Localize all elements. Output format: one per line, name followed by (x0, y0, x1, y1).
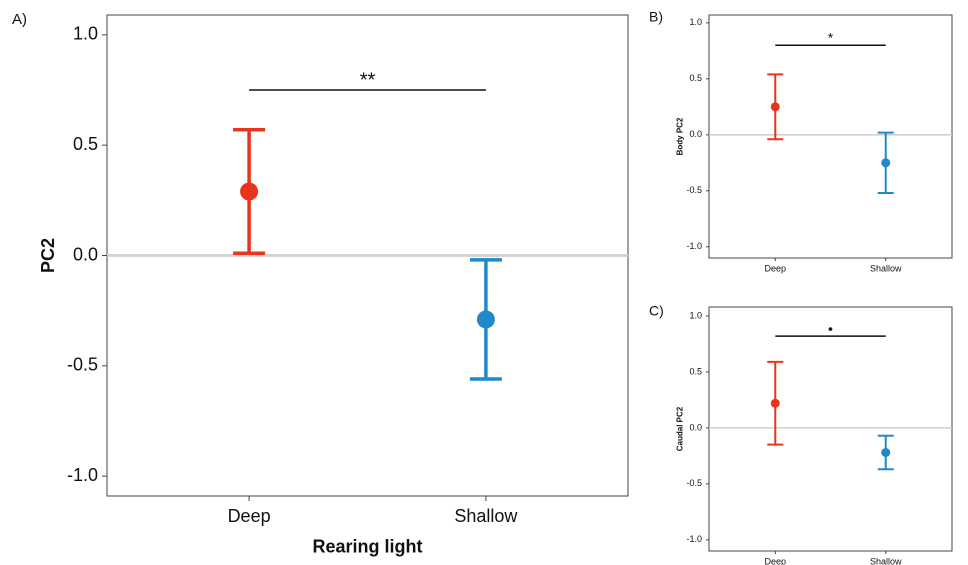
y-tick-label: -1.0 (67, 465, 98, 485)
panel-label: A) (12, 11, 27, 28)
y-tick-label: 0.5 (689, 73, 702, 83)
point (770, 102, 780, 112)
y-axis-title: PC2 (38, 238, 58, 273)
significance-label: ** (360, 69, 376, 91)
plot-frame (708, 14, 953, 259)
y-tick-label: -0.5 (67, 355, 98, 375)
y-tick-label: -1.0 (686, 534, 702, 544)
y-tick-label: 0.5 (73, 134, 98, 154)
significance-label: * (828, 30, 834, 46)
panel-label: B) (649, 9, 663, 25)
x-tick-label: Shallow (454, 506, 518, 526)
point (240, 182, 259, 201)
y-tick-label: -0.5 (686, 185, 702, 195)
point (476, 310, 495, 329)
x-tick-label: Deep (228, 506, 271, 526)
x-tick-label: Deep (765, 556, 787, 565)
x-tick-label: Deep (765, 263, 787, 273)
y-tick-label: 1.0 (689, 310, 702, 320)
y-tick-label: 0.0 (73, 244, 98, 264)
y-tick-label: -0.5 (686, 478, 702, 488)
x-axis-title: Rearing light (312, 537, 422, 557)
point (881, 448, 891, 458)
plot-frame (708, 306, 953, 552)
x-tick-label: Shallow (870, 556, 902, 565)
point (770, 398, 780, 408)
y-tick-label: 1.0 (73, 24, 98, 44)
significance-label: • (828, 321, 833, 337)
y-axis-title: Caudal PC2 (675, 406, 684, 451)
panel-label: C) (649, 303, 664, 319)
y-axis-title: Body PC2 (675, 117, 684, 155)
y-tick-label: 0.0 (689, 129, 702, 139)
y-tick-label: 0.0 (689, 422, 702, 432)
y-tick-label: 1.0 (689, 17, 702, 27)
y-tick-label: 0.5 (689, 366, 702, 376)
x-tick-label: Shallow (870, 263, 902, 273)
y-tick-label: -1.0 (686, 241, 702, 251)
point (881, 158, 891, 168)
